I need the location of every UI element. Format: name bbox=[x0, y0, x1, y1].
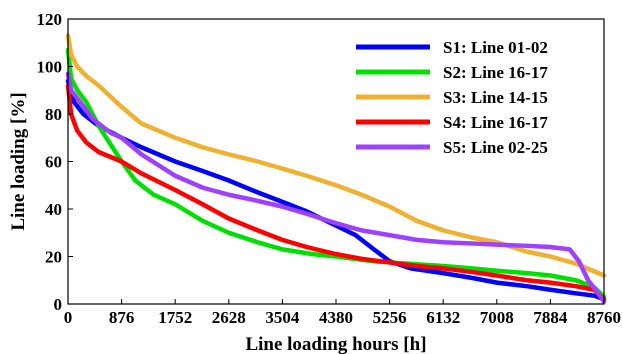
legend-label-s1: S1: Line 01-02 bbox=[443, 38, 548, 57]
ticks-layer: 0 876 1752 2628 3504 4380 5256 6132 7008 7884 8760… bbox=[37, 10, 622, 327]
x-tick-label: 876 bbox=[109, 308, 135, 327]
x-tick-label: 7884 bbox=[533, 308, 568, 327]
x-tick-label: 2628 bbox=[212, 308, 246, 327]
y-tick-label: 120 bbox=[37, 10, 63, 29]
x-tick-label: 0 bbox=[64, 308, 73, 327]
legend-label-s3: S3: Line 14-15 bbox=[443, 88, 548, 107]
y-tick-label: 20 bbox=[45, 248, 62, 267]
legend-label-s4: S4: Line 16-17 bbox=[443, 113, 548, 132]
y-tick-label: 60 bbox=[45, 153, 62, 172]
legend-label-s5: S5: Line 02-25 bbox=[443, 138, 548, 157]
y-tick-label: 100 bbox=[37, 58, 63, 77]
x-tick-label: 5256 bbox=[373, 308, 407, 327]
x-axis-label: Line loading hours [h] bbox=[245, 334, 426, 354]
x-tick-label: 8760 bbox=[587, 308, 621, 327]
x-tick-label: 7008 bbox=[480, 308, 514, 327]
y-tick-label: 40 bbox=[45, 200, 62, 219]
x-tick-label: 4380 bbox=[319, 308, 353, 327]
y-tick-label: 0 bbox=[54, 295, 63, 314]
x-tick-label: 6132 bbox=[426, 308, 460, 327]
x-tick-label: 1752 bbox=[158, 308, 192, 327]
series-line-s5 bbox=[65, 71, 607, 304]
series-line-s4 bbox=[65, 83, 607, 302]
legend-label-s2: S2: Line 16-17 bbox=[443, 63, 548, 82]
y-tick-label: 80 bbox=[45, 105, 62, 124]
x-tick-label: 3504 bbox=[265, 308, 300, 327]
series-layer bbox=[65, 33, 607, 304]
legend: S1: Line 01-02 S2: Line 16-17 S3: Line 14-… bbox=[356, 38, 548, 157]
y-axis-label: Line loading [%] bbox=[8, 92, 29, 230]
